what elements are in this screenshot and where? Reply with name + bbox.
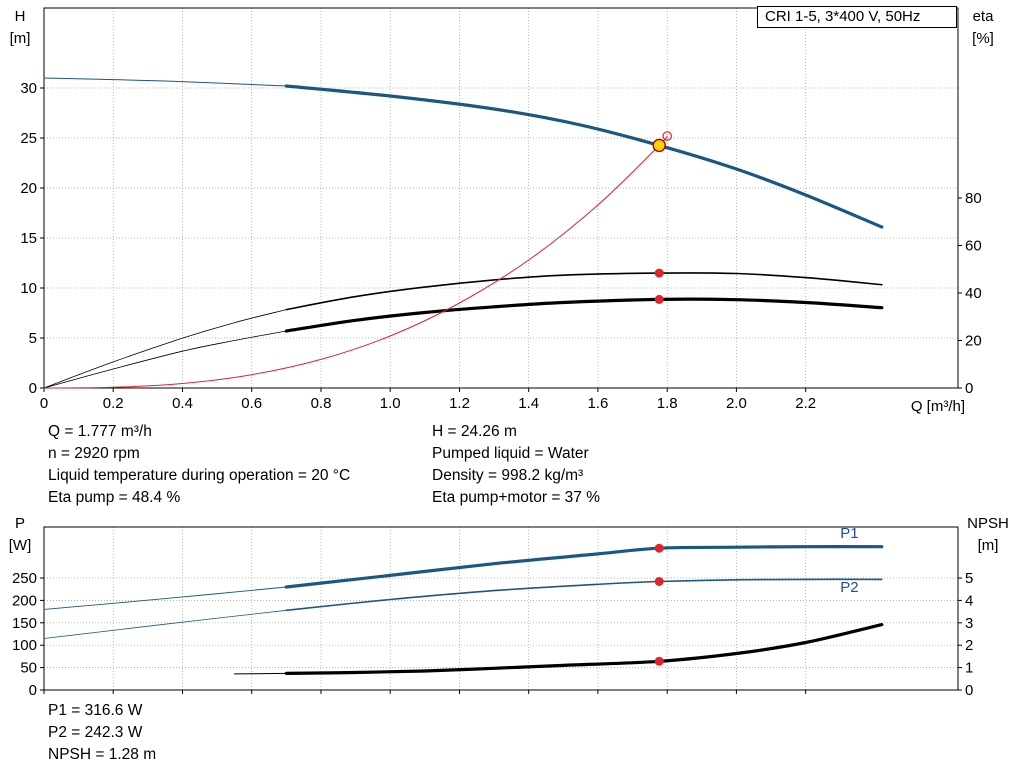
plot-frame [43,7,959,389]
axis-ticks [40,87,962,392]
npsh-value: NPSH = 1.28 m [48,746,157,763]
power-npsh-info: P1 = 316.6 W P2 = 242.3 W NPSH = 1.28 m [48,700,156,766]
y-left-tick-label: 200 [12,592,37,609]
y-left-tick-label: 25 [20,130,37,147]
eta-pump-curve-low-flow [43,309,287,389]
npsh-dot [654,656,664,666]
h-axis-symbol: H [14,8,26,25]
y-right-tick-label: 3 [965,615,973,632]
y-right-tick-label: 80 [965,190,982,207]
x-tick-label: 1.0 [380,395,401,412]
x-tick-label: 1.6 [587,395,608,412]
plot-frame [43,526,959,691]
p2-value: P2 = 242.3 W [48,724,143,741]
h-axis-unit: [m] [9,30,31,47]
y-left-tick-label: 100 [12,637,37,654]
head-value: H = 24.26 m [432,423,517,440]
p-axis-unit: [W] [8,537,32,554]
y-left-tick-label: 50 [20,660,37,677]
x-tick-label: 2.2 [795,395,816,412]
x-tick-label: 1.2 [449,395,470,412]
eta-pump-motor-dot [654,294,664,304]
x-tick-label: 0.4 [172,395,193,412]
y-right-tick-label: 4 [965,592,973,609]
p1-curve-label: P1 [840,525,858,542]
y-right-tick-label: 0 [965,682,973,699]
y-left-tick-label: 10 [20,280,37,297]
eta-pump-dot [654,268,664,278]
duty-point[interactable] [652,138,666,153]
npsh-axis-unit: [m] [977,537,999,554]
density-value: Density = 998.2 kg/m³ [432,467,584,484]
x-tick-label: 1.8 [657,395,678,412]
h-curve-low-flow [43,77,287,87]
hq-eta-chart: 0 0.2 0.4 0.6 0.8 1.0 1.2 1.4 1.6 1.8 2.0 2.2 0 5 10 15… [20,7,982,412]
y-left-tick-label: 0 [29,380,37,397]
y-left-tick-label: 250 [12,570,37,587]
axis-tick-labels: 0 50 100 150 200 250 0 1 2 3 4 5 [12,570,973,699]
p2-curve [285,578,883,612]
x-tick-label: 0 [40,395,48,412]
eta-axis-symbol: eta [972,8,994,25]
eta-pump-motor-value: Eta pump+motor = 37 % [432,489,601,506]
p-axis-symbol: P [14,515,25,532]
h-axis-unit-label: H [m] [0,6,40,50]
npsh-curve [284,623,884,675]
grid [44,527,958,690]
y-right-tick-label: 2 [965,637,973,654]
y-right-tick-label: 5 [965,570,973,587]
axis-tick-labels: 0 0.2 0.4 0.6 0.8 1.0 1.2 1.4 1.6 1.8 2.0 2.2 0 5 10 15… [20,80,981,412]
p-axis-unit-label: P [W] [0,513,40,557]
y-left-tick-label: 20 [20,180,37,197]
grid [44,8,958,388]
x-tick-label: 0.2 [103,395,124,412]
eta-axis-unit-label: eta [%] [962,6,1004,50]
y-right-tick-label: 60 [965,238,982,255]
flow-value: Q = 1.777 m³/h [48,423,152,440]
y-left-tick-label: 150 [12,615,37,632]
pump-title-box: CRI 1-5, 3*400 V, 50Hz [757,6,957,28]
eta-pump-curve [285,272,883,311]
speed-value: n = 2920 rpm [48,445,140,462]
system-curve-end [662,131,672,141]
eta-pump-motor-curve [284,297,884,333]
p2-dot [654,577,664,586]
h-curve [284,84,884,229]
liquid-temperature-value: Liquid temperature during operation = 20… [48,467,351,484]
y-left-tick-label: 30 [20,80,37,97]
p2-curve-low-flow [43,609,287,639]
power-npsh-chart: 0 50 100 150 200 250 0 1 2 3 4 5 P1 P2 [12,525,973,699]
operating-point-info-right: H = 24.26 m Pumped liquid = Water Densit… [432,421,600,509]
eta-pump-motor-curve-low-flow [43,330,287,389]
x-tick-label: 1.4 [518,395,539,412]
eta-axis-unit: [%] [972,30,994,47]
y-right-tick-label: 1 [965,660,973,677]
eta-pump-value: Eta pump = 48.4 % [48,489,181,506]
system-curve [43,135,668,389]
y-right-tick-label: 20 [965,333,982,350]
operating-point-info-left: Q = 1.777 m³/h n = 2920 rpm Liquid tempe… [48,421,350,509]
p1-dot [654,543,664,553]
npsh-axis-symbol: NPSH [967,515,1009,532]
x-tick-label: 2.0 [726,395,747,412]
y-right-tick-label: 0 [965,380,973,397]
y-left-tick-label: 5 [29,330,37,347]
pumped-liquid-value: Pumped liquid = Water [432,445,589,462]
p1-value: P1 = 316.6 W [48,702,143,719]
y-left-tick-label: 15 [20,230,37,247]
y-right-tick-label: 40 [965,285,982,302]
p2-curve-label: P2 [840,579,858,596]
y-left-tick-label: 0 [29,682,37,699]
x-tick-label: 0.6 [241,395,262,412]
npsh-axis-unit-label: NPSH [m] [958,513,1018,557]
axis-ticks [40,577,962,694]
q-axis-label: Q [m³/h] [910,398,965,415]
p1-curve-low-flow [43,586,287,610]
npsh-curve-low-flow [233,672,287,675]
p1-curve [284,545,884,589]
x-tick-label: 0.8 [311,395,332,412]
